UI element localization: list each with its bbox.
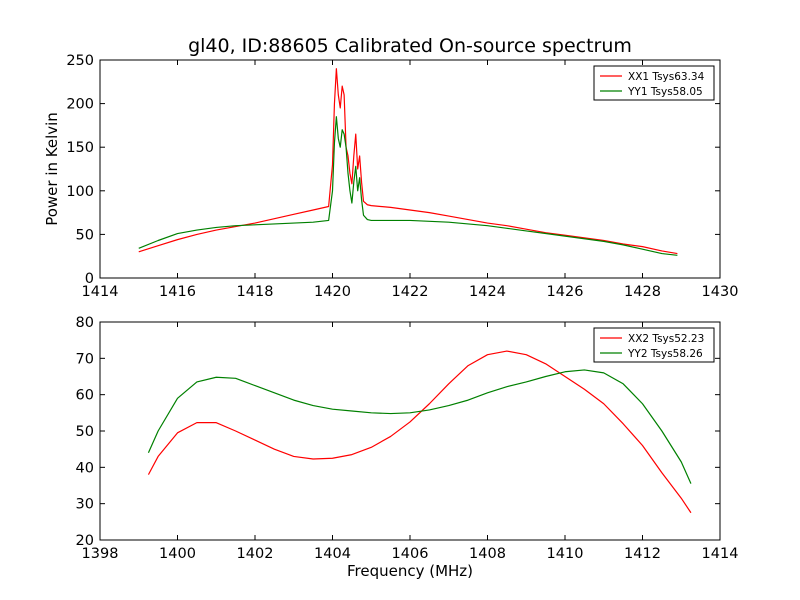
top-chart-ytick-label-2: 100	[66, 184, 94, 200]
bottom-chart-ytick-label-6: 80	[76, 315, 94, 331]
top-chart-ylabel: Power in Kelvin	[43, 112, 61, 226]
bottom-chart-xtick-label-3: 1404	[314, 546, 351, 562]
top-chart-xtick-label-3: 1420	[314, 284, 351, 300]
bottom-chart-xtick-label-4: 1406	[392, 546, 429, 562]
bottom-plot-area: 1398 1400 1402 1404 1406 1408 1410 1412 1414 20 30…	[76, 315, 739, 562]
bottom-chart-series-2-line	[147, 369, 692, 484]
top-chart-xtick-label-2: 1418	[237, 284, 274, 300]
top-chart-xtick-label-0: 1414	[82, 284, 119, 300]
top-chart-legend-label-2: YY1 Tsys58.05	[627, 86, 703, 98]
top-chart-xtick-label-6: 1426	[547, 284, 584, 300]
bottom-chart-ytick-label-4: 60	[76, 388, 94, 404]
top-chart-legend-label-1: XX1 Tsys63.34	[628, 71, 705, 83]
bottom-chart-ytick-label-1: 30	[76, 497, 94, 513]
bottom-chart-ytick-label-2: 40	[76, 460, 94, 476]
top-chart-title: gl40, ID:88605 Calibrated On-source spec…	[188, 35, 632, 57]
top-chart-ytick-label-1: 50	[76, 227, 94, 243]
bottom-chart-xtick-label-5: 1408	[469, 546, 506, 562]
bottom-chart-legend-label-2: YY2 Tsys58.26	[627, 348, 703, 360]
top-chart-ytick-label-3: 150	[66, 140, 94, 156]
bottom-chart-xtick-label-1: 1400	[159, 546, 196, 562]
top-chart-xtick-label-1: 1416	[159, 284, 196, 300]
bottom-chart-xtick-label-7: 1412	[624, 546, 661, 562]
bottom-chart-ytick-label-3: 50	[76, 424, 94, 440]
top-chart-xtick-label-8: 1430	[702, 284, 739, 300]
top-chart-legend	[593, 65, 715, 101]
bottom-chart-xlabel: Frequency (MHz)	[347, 562, 473, 580]
bottom-chart-xtick-label-8: 1414	[702, 546, 739, 562]
top-chart-ytick-label-4: 200	[66, 97, 94, 113]
bottom-chart-ytick-label-0: 20	[76, 533, 94, 549]
bottom-chart-legend-label-1: XX2 Tsys52.23	[628, 333, 704, 345]
top-chart-series-1-line	[138, 68, 678, 255]
top-plot-area: 1414 1416 1418 1420 1422 1424 1426 1428 1430 0 50 1…	[66, 53, 738, 300]
bottom-chart-legend	[593, 327, 715, 363]
bottom-chart-ytick-label-5: 70	[76, 351, 94, 367]
bottom-chart-xtick-label-6: 1410	[547, 546, 584, 562]
top-chart-ytick-label-0: 0	[85, 271, 94, 287]
bottom-chart: Frequency (MHz) 1398 1400 1402 1404 1406 1408…	[76, 315, 739, 580]
top-chart-xtick-label-5: 1424	[469, 284, 506, 300]
top-chart-xtick-label-7: 1428	[624, 284, 661, 300]
top-chart-xtick-label-4: 1422	[392, 284, 429, 300]
top-chart-series-2-line	[138, 116, 678, 256]
bottom-chart-series-1-line	[147, 350, 692, 514]
bottom-chart-xtick-label-2: 1402	[237, 546, 274, 562]
top-chart-ytick-label-5: 250	[66, 53, 94, 69]
bottom-chart-xtick-label-0: 1398	[82, 546, 119, 562]
top-chart: gl40, ID:88605 Calibrated On-source spec…	[43, 35, 738, 300]
